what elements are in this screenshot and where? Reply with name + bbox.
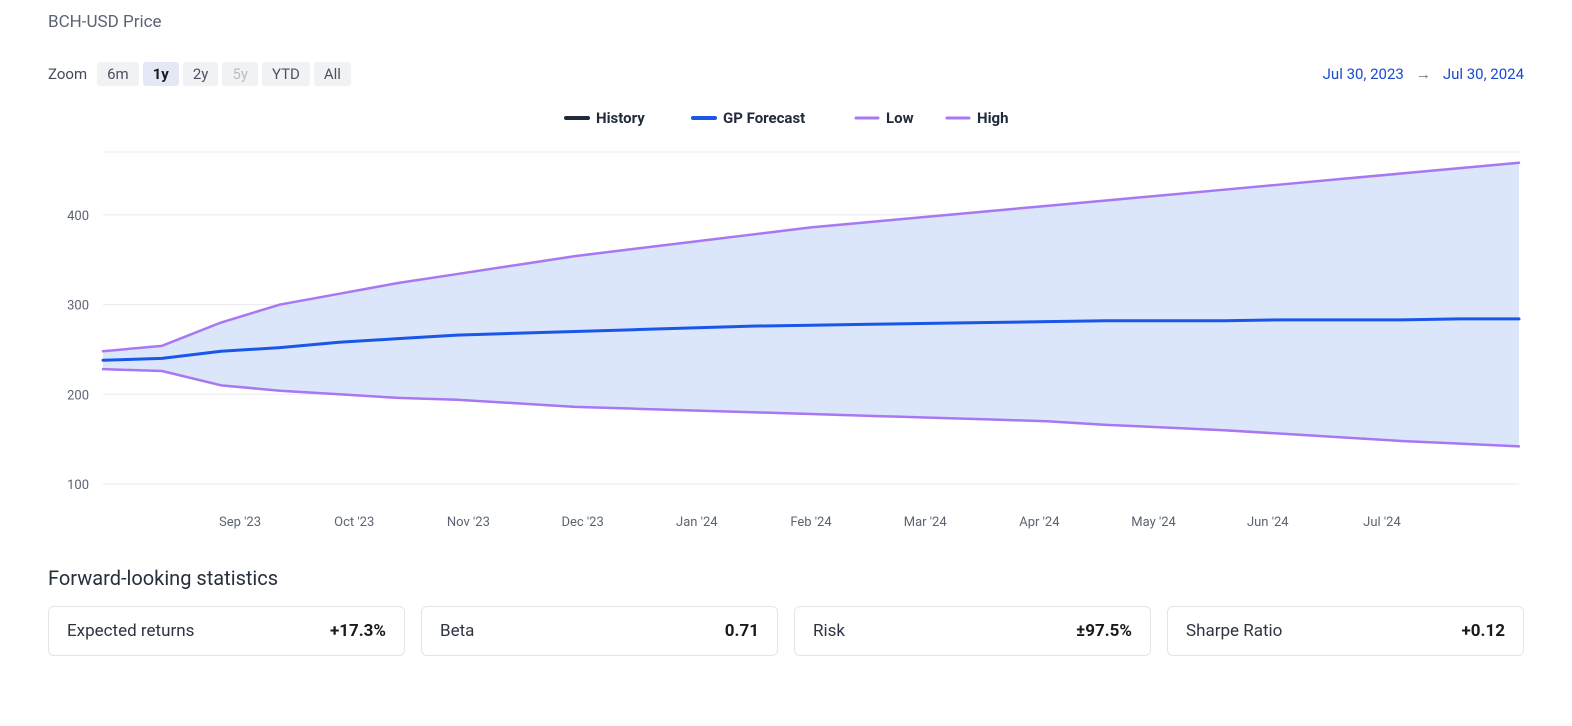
- svg-text:Low: Low: [886, 109, 914, 127]
- svg-text:Nov '23: Nov '23: [447, 515, 490, 530]
- stats-row: Expected returns +17.3% Beta 0.71 Risk ±…: [48, 606, 1524, 656]
- date-range-arrow-icon: →: [1416, 65, 1431, 83]
- stat-label: Risk: [813, 621, 845, 641]
- svg-text:300: 300: [67, 299, 89, 314]
- zoom-btn-2y[interactable]: 2y: [183, 62, 219, 86]
- stat-card-risk: Risk ±97.5%: [794, 606, 1151, 656]
- zoom-btn-1y[interactable]: 1y: [143, 62, 179, 86]
- chart-title: BCH-USD Price: [48, 12, 1524, 32]
- zoom-btn-all[interactable]: All: [314, 62, 351, 86]
- svg-text:Feb '24: Feb '24: [790, 515, 832, 530]
- stat-label: Beta: [440, 621, 474, 641]
- zoom-btn-ytd[interactable]: YTD: [262, 62, 310, 86]
- date-range: Jul 30, 2023 → Jul 30, 2024: [1323, 65, 1524, 83]
- svg-text:Apr '24: Apr '24: [1019, 515, 1060, 530]
- stat-value: ±97.5%: [1076, 621, 1132, 641]
- svg-text:Jul '24: Jul '24: [1363, 515, 1401, 530]
- stat-label: Expected returns: [67, 621, 194, 641]
- forecast-chart: History GP Forecast Low High 100 200 300 400 Sep…: [48, 104, 1524, 544]
- svg-text:History: History: [596, 109, 645, 127]
- date-to[interactable]: Jul 30, 2024: [1443, 65, 1524, 83]
- svg-text:400: 400: [67, 209, 89, 224]
- svg-text:High: High: [977, 109, 1009, 127]
- svg-text:May '24: May '24: [1131, 515, 1176, 530]
- date-from[interactable]: Jul 30, 2023: [1323, 65, 1404, 83]
- zoom-btn-6m[interactable]: 6m: [97, 62, 139, 86]
- zoom-group: Zoom 6m 1y 2y 5y YTD All: [48, 62, 351, 86]
- stat-value: +0.12: [1462, 621, 1505, 641]
- stat-card-sharpe: Sharpe Ratio +0.12: [1167, 606, 1524, 656]
- svg-text:100: 100: [67, 478, 89, 493]
- zoom-btn-5y[interactable]: 5y: [222, 62, 258, 86]
- svg-text:Jan '24: Jan '24: [676, 515, 718, 530]
- svg-text:Jun '24: Jun '24: [1247, 515, 1289, 530]
- chart-container: History GP Forecast Low High 100 200 300 400 Sep…: [48, 104, 1524, 544]
- svg-text:GP Forecast: GP Forecast: [723, 109, 805, 127]
- svg-text:200: 200: [67, 388, 89, 403]
- stat-label: Sharpe Ratio: [1186, 621, 1282, 641]
- stat-card-expected-returns: Expected returns +17.3%: [48, 606, 405, 656]
- stats-title: Forward-looking statistics: [48, 566, 1524, 590]
- zoom-label: Zoom: [48, 65, 87, 83]
- chart-controls: Zoom 6m 1y 2y 5y YTD All Jul 30, 2023 → …: [48, 62, 1524, 86]
- svg-text:Mar '24: Mar '24: [904, 515, 948, 530]
- stat-value: +17.3%: [330, 621, 386, 641]
- stat-value: 0.71: [725, 621, 759, 641]
- svg-text:Sep '23: Sep '23: [219, 515, 261, 530]
- stat-card-beta: Beta 0.71: [421, 606, 778, 656]
- svg-text:Dec '23: Dec '23: [561, 515, 603, 530]
- svg-text:Oct '23: Oct '23: [334, 515, 374, 530]
